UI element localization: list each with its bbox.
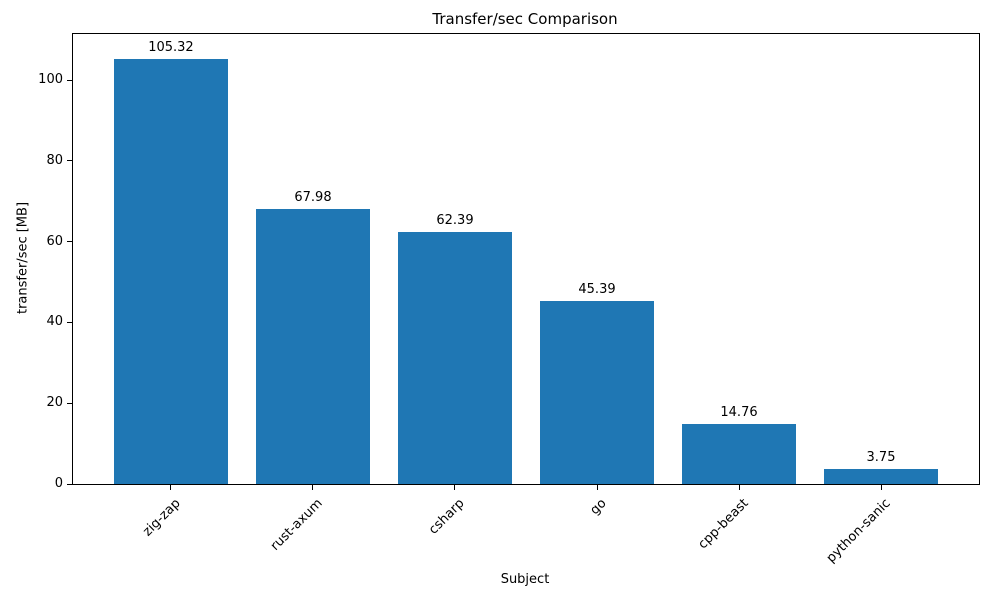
bar-python-sanic (824, 468, 938, 484)
y-tick-label: 80 (46, 152, 63, 168)
y-tick-mark (67, 402, 72, 404)
bar-go (540, 300, 654, 484)
y-tick-label: 40 (46, 314, 63, 330)
bar-value-label: 105.32 (148, 39, 194, 55)
y-tick-mark (67, 483, 72, 485)
x-tick-mark (596, 485, 598, 490)
bar-value-label: 45.39 (578, 281, 616, 297)
bar-cpp-beast (682, 424, 796, 484)
plot-area: 0 20 40 60 80 100 105.32 zig-zap 67.98 rust-axum 6… (38, 33, 980, 566)
y-tick-mark (67, 321, 72, 323)
bar-value-label: 62.39 (436, 212, 474, 228)
y-axis-label: transfer/sec [MB] (15, 201, 31, 315)
x-tick-mark (170, 485, 172, 490)
bar-value-label: 3.75 (866, 449, 896, 465)
bar-rust-axum (256, 209, 370, 484)
y-tick-label: 20 (46, 395, 63, 411)
y-tick-mark (67, 160, 72, 162)
bar-value-label: 67.98 (294, 190, 332, 206)
y-tick-mark (67, 241, 72, 243)
y-tick-label: 0 (54, 476, 63, 491)
bar-csharp (398, 231, 512, 484)
x-axis-label: Subject (500, 572, 550, 587)
y-tick-label: 60 (46, 233, 63, 249)
x-tick-mark (454, 485, 456, 490)
bar-value-label: 14.76 (720, 405, 758, 421)
x-tick-mark (312, 485, 314, 490)
bar-zig-zap (114, 58, 228, 484)
y-tick-mark (67, 79, 72, 81)
x-tick-mark (880, 485, 882, 490)
y-tick-label: 100 (38, 72, 63, 88)
chart-title: Transfer/sec Comparison (432, 10, 618, 28)
x-tick-mark (738, 485, 740, 490)
